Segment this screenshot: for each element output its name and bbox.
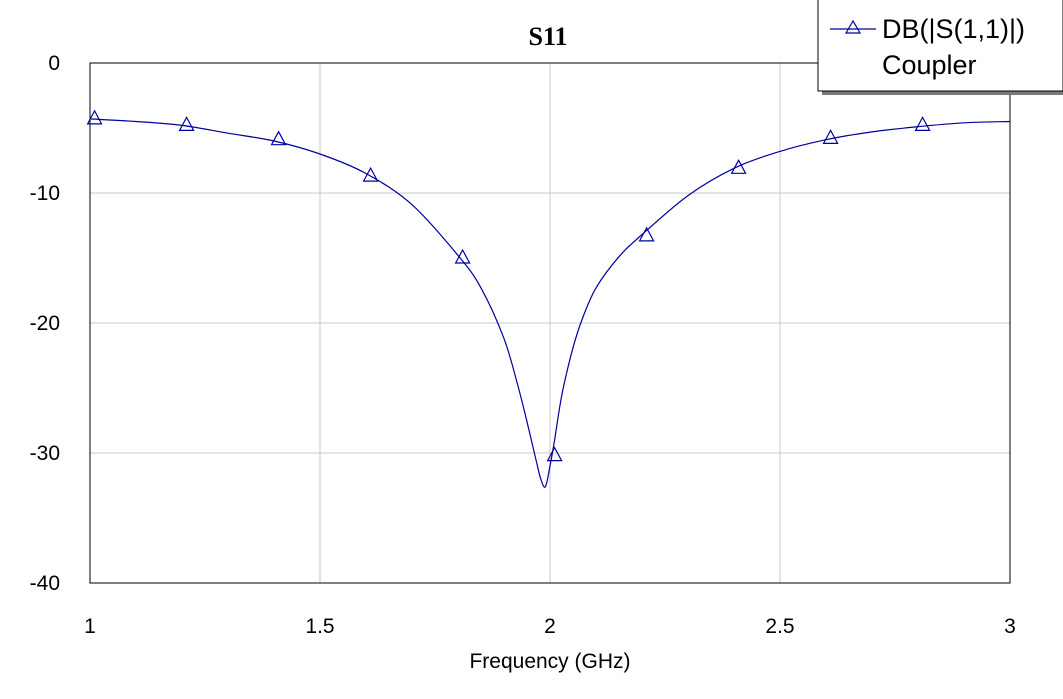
y-tick-label: -40 — [30, 572, 60, 595]
triangle-marker — [822, 129, 839, 144]
triangle-marker — [638, 226, 655, 242]
triangle-marker — [270, 130, 287, 146]
x-tick-label: 1.5 — [305, 615, 334, 638]
plot-area-frame — [89, 62, 1011, 584]
legend-triangle-marker-icon — [844, 19, 862, 34]
x-tick-label: 2 — [544, 615, 556, 638]
triangle-marker — [86, 109, 103, 125]
legend-box — [817, 0, 1063, 92]
y-tick-label: -10 — [30, 182, 60, 205]
y-tick-label: 0 — [48, 52, 60, 75]
triangle-marker — [546, 446, 563, 462]
x-tick-label: 2.5 — [765, 615, 794, 638]
triangle-marker — [362, 166, 379, 182]
x-axis-title: Frequency (GHz) — [469, 650, 630, 673]
legend: DB(|S(1,1)|) Coupler — [817, 0, 1063, 95]
chart-title: S11 — [528, 22, 567, 51]
triangle-marker — [454, 248, 471, 264]
series-layer — [86, 109, 1011, 488]
triangle-marker — [730, 159, 747, 174]
triangle-marker — [178, 116, 195, 131]
triangle-marker — [914, 116, 931, 131]
legend-series-name: DB(|S(1,1)|) — [882, 14, 1025, 44]
y-tick-label: -30 — [30, 442, 60, 465]
x-tick-label: 3 — [1004, 615, 1016, 638]
grid-layer — [90, 63, 1010, 583]
x-tick-label: 1 — [84, 615, 96, 638]
y-tick-label: -20 — [30, 312, 60, 335]
tick-labels: 1 1.5 2 2.5 3 0 -10 -20 -30 -40 — [30, 52, 1016, 638]
series-line-s11 — [89, 118, 1011, 488]
legend-source-name: Coupler — [882, 50, 977, 80]
